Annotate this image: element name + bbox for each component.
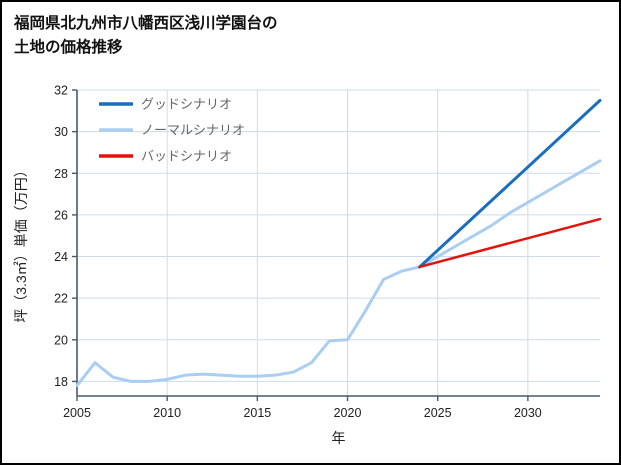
series-line-バッドシナリオ xyxy=(418,217,602,269)
page-title-line1: 福岡県北九州市八幡西区浅川学園台の xyxy=(14,15,278,32)
y-tick-label: 30 xyxy=(54,125,68,139)
x-tick-label: 2005 xyxy=(63,406,91,420)
y-tick-label: 26 xyxy=(54,208,68,222)
y-tick-label: 24 xyxy=(54,250,68,264)
page-title-line2: 土地の価格推移 xyxy=(14,39,123,57)
legend-label-2: バッドシナリオ xyxy=(141,149,232,164)
x-axis-title: 年 xyxy=(332,430,346,446)
x-tick-label: 2015 xyxy=(243,406,271,420)
y-tick-label: 20 xyxy=(54,333,68,347)
y-tick-label: 32 xyxy=(54,84,68,98)
page-title: 福岡県北九州市八幡西区浅川学園台の 土地の価格推移 xyxy=(14,12,278,60)
legend-label-1: ノーマルシナリオ xyxy=(141,123,245,138)
y-tick-label: 22 xyxy=(54,292,68,306)
y-axis-title: 坪（3.3㎡）単価（万円） xyxy=(13,163,29,322)
legend-label-0: グッドシナリオ xyxy=(141,97,232,112)
price-trend-chart: 2005 2010 2015 2020 2025 2030 18 20 22 24 26 28 30 32… xyxy=(13,84,602,446)
y-tick-label: 28 xyxy=(54,167,68,181)
x-tick-label: 2030 xyxy=(514,406,542,420)
x-tick-label: 2010 xyxy=(153,406,181,420)
series-line-ノーマルシナリオ xyxy=(75,159,602,388)
x-tick-label: 2025 xyxy=(424,406,452,420)
x-tick-label: 2020 xyxy=(334,406,362,420)
y-tick-label: 18 xyxy=(54,375,68,389)
series-line-グッドシナリオ xyxy=(418,98,602,269)
